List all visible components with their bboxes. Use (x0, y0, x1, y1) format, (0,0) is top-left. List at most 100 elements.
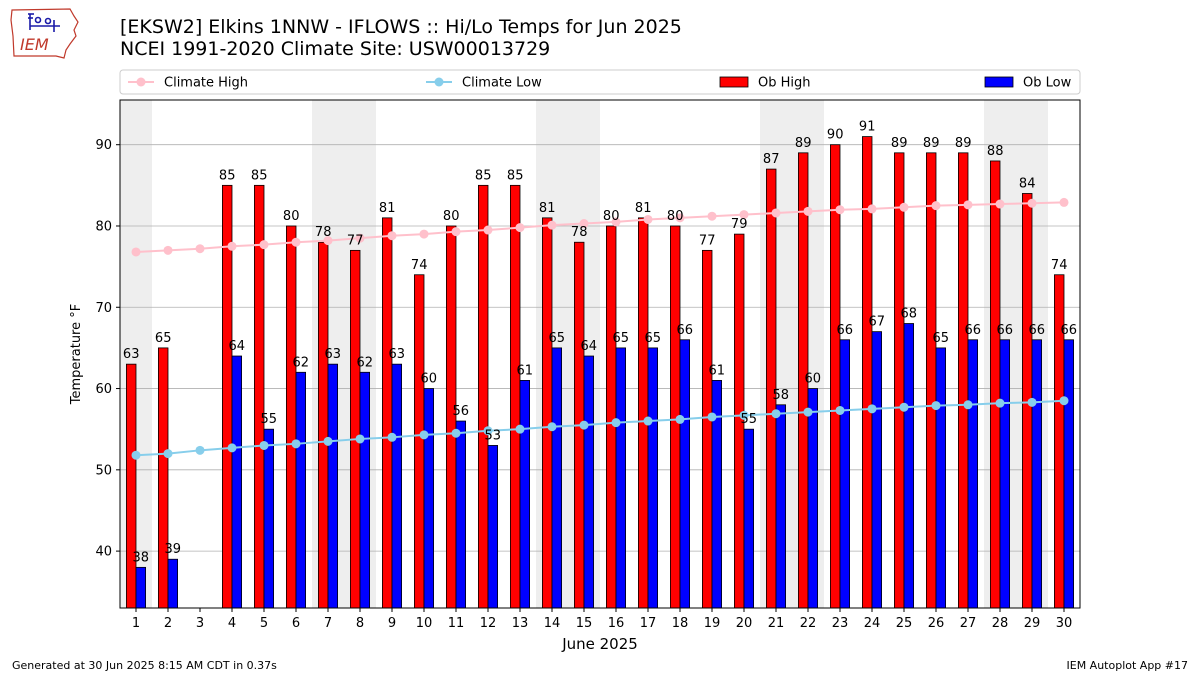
x-tick-label-2: 2 (164, 616, 172, 631)
app-identifier: IEM Autoplot App #17 (1066, 659, 1189, 672)
climate-low-point-29 (1027, 397, 1037, 407)
climate-low-point-3 (195, 445, 205, 455)
ob-low-label-16: 65 (613, 331, 630, 346)
y-gridlines (120, 144, 1080, 552)
ob-high-bar-13 (509, 184, 521, 609)
ob-low-label-27: 66 (965, 323, 982, 338)
ob-high-label-1: 63 (123, 347, 140, 362)
climate-high-point-1 (131, 247, 141, 257)
x-tick-label-22: 22 (800, 616, 817, 631)
legend-swatch-ob-high (719, 76, 749, 88)
x-tick-label-13: 13 (512, 616, 529, 631)
ob-high-label-27: 89 (955, 136, 972, 151)
climate-low-point-1 (131, 450, 141, 460)
climate-high-point-29 (1027, 198, 1037, 208)
ob-low-label-26: 65 (933, 331, 950, 346)
ob-low-bar-25 (903, 323, 915, 609)
climate-low-point-20 (739, 410, 749, 420)
ob-low-label-25: 68 (901, 307, 918, 322)
y-tick-label-60: 60 (95, 382, 112, 397)
x-tick-label-10: 10 (416, 616, 433, 631)
climate-high-line (135, 201, 1065, 253)
ob-low-bar-14 (551, 347, 563, 609)
ob-low-bar-21 (775, 404, 787, 609)
climate-high-point-23 (835, 205, 845, 215)
climate-low-point-11 (451, 428, 461, 438)
climate-high-point-10 (419, 229, 429, 239)
ob-high-label-18: 80 (667, 209, 684, 224)
ob-low-label-13: 61 (517, 363, 534, 378)
ob-high-label-25: 89 (891, 136, 908, 151)
x-tick-label-14: 14 (544, 616, 561, 631)
ob-low-bar-9 (391, 363, 403, 609)
ob-high-label-23: 90 (827, 128, 844, 143)
ob-low-bar-29 (1031, 339, 1043, 609)
ob-low-bar-13 (519, 380, 531, 609)
bars (126, 136, 1075, 609)
climate-low-point-6 (291, 439, 301, 449)
climate-low-point-12 (483, 426, 493, 436)
climate-low-point-8 (355, 434, 365, 444)
ob-low-label-10: 60 (421, 372, 438, 387)
ob-low-bar-6 (295, 371, 307, 609)
x-tick-label-1: 1 (132, 616, 140, 631)
ob-high-bar-27 (958, 152, 969, 609)
legend-label-climate-low: Climate Low (462, 76, 542, 91)
y-axis-label: Temperature °F (69, 304, 84, 405)
ob-high-label-26: 89 (923, 136, 940, 151)
legend-label-climate-high: Climate High (164, 76, 248, 91)
climate-high-point-8 (355, 233, 365, 243)
x-tick-label-23: 23 (832, 616, 849, 631)
x-tick-label-28: 28 (992, 616, 1009, 631)
climate-low-line (135, 399, 1065, 457)
ob-low-label-9: 63 (389, 347, 406, 362)
y-tick-label-70: 70 (95, 301, 112, 316)
title-line-1: [EKSW2] Elkins 1NNW - IFLOWS :: Hi/Lo Te… (120, 16, 682, 38)
ob-low-label-2: 39 (165, 542, 182, 557)
climate-low-point-2 (163, 449, 173, 459)
legend-swatch-ob-low (984, 76, 1014, 88)
ob-high-label-12: 85 (475, 168, 492, 183)
bar-value-labels: 63 38 65 39 85 64 85 55 80 62 78 63 77 62 81 63 74 60 80 56… (123, 120, 1077, 566)
climate-high-point-17 (643, 214, 653, 224)
ob-low-label-1: 38 (133, 550, 150, 565)
ob-low-bar-17 (647, 347, 659, 609)
ob-low-label-15: 64 (581, 339, 598, 354)
ob-low-label-22: 60 (805, 372, 822, 387)
climate-high-point-14 (547, 220, 557, 230)
y-tick-label-90: 90 (95, 138, 112, 153)
x-tick-label-26: 26 (928, 616, 945, 631)
ob-high-bar-8 (349, 249, 361, 609)
ob-low-bar-28 (999, 339, 1011, 609)
ob-low-bar-15 (583, 355, 595, 609)
ob-high-label-4: 85 (219, 168, 236, 183)
ob-low-label-19: 61 (709, 363, 726, 378)
y-tick-label-50: 50 (95, 463, 112, 478)
ob-low-bar-10 (423, 388, 435, 609)
ob-low-bar-20 (743, 428, 755, 609)
ob-high-label-6: 80 (283, 209, 300, 224)
ob-low-label-30: 66 (1061, 323, 1078, 338)
y-tick-label-80: 80 (95, 219, 112, 234)
ob-high-label-2: 65 (155, 331, 172, 346)
ob-high-bar-14 (542, 217, 553, 609)
svg-text:IEM: IEM (20, 35, 49, 54)
x-tick-label-9: 9 (388, 616, 396, 631)
x-tick-label-21: 21 (768, 616, 785, 631)
climate-high-point-5 (259, 240, 269, 250)
ob-high-bar-2 (157, 347, 169, 609)
ob-low-bar-7 (327, 363, 339, 609)
ob-low-label-14: 65 (549, 331, 566, 346)
x-tick-label-4: 4 (228, 616, 236, 631)
climate-low-point-17 (643, 416, 653, 426)
legend-label-ob-high: Ob High (758, 76, 811, 91)
ob-low-bar-16 (615, 347, 627, 609)
ob-low-bar-2 (167, 558, 179, 609)
ob-high-label-19: 77 (699, 233, 716, 248)
climate-high-point-7 (323, 236, 333, 246)
ob-high-label-8: 77 (347, 233, 364, 248)
x-tick-label-6: 6 (292, 616, 300, 631)
ob-high-bar-23 (830, 144, 841, 609)
